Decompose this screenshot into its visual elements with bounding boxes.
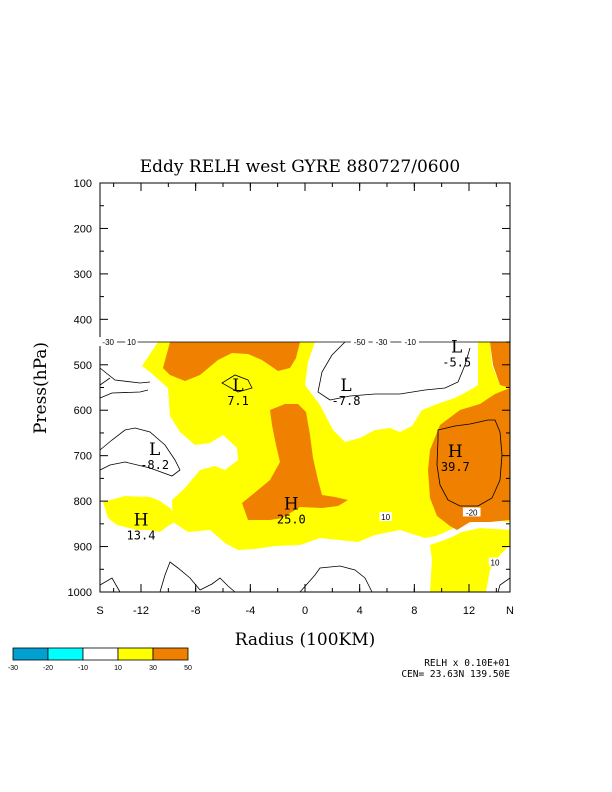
legend-label: -10 [78, 665, 88, 672]
contour-bottom-right [497, 577, 511, 593]
contour-white-lobe [221, 374, 253, 393]
extremum-type: L [232, 376, 243, 396]
footer-line2: CEN= 23.63N 139.50E [401, 669, 510, 680]
contour-label-bg [350, 337, 369, 347]
fill-orange-right [428, 388, 510, 530]
extremum-value: 13.4 [127, 528, 156, 542]
filled-contours [103, 342, 510, 592]
contour-label: -10 [404, 338, 416, 347]
contour-label: -20 [466, 508, 478, 517]
y-tick-label: 600 [74, 405, 92, 417]
extremum-value: -7.8 [332, 394, 361, 408]
y-axis-title: Press(hPa) [31, 342, 51, 434]
extremum-value: -8.2 [140, 458, 169, 472]
extremum-type: H [134, 510, 149, 530]
x-tick-label: 12 [463, 605, 475, 617]
contour-label: -50 [354, 338, 366, 347]
extremum-value: -5.5 [442, 356, 471, 370]
fill-yellow-lower-right [430, 528, 510, 592]
legend-label: 50 [184, 665, 192, 672]
contour-label-bg [462, 507, 481, 517]
y-tick-label: 500 [74, 360, 92, 372]
contour-label: -30 [376, 338, 388, 347]
fill-orange-top [163, 342, 300, 381]
fill-yellow-main [142, 342, 510, 550]
x-tick-label: 0 [302, 605, 308, 617]
y-tick-label: 400 [74, 314, 92, 326]
extremum-type: H [448, 442, 463, 462]
contour-label-bg [401, 337, 420, 347]
contour-label: 10 [127, 338, 136, 347]
extremum-type: L [340, 376, 351, 396]
contour-label-bg [372, 337, 391, 347]
contour-left-wedge [99, 377, 111, 386]
x-tick-label: S [96, 605, 103, 617]
contour-left-lower [99, 389, 149, 399]
extremum-value: 25.0 [277, 512, 306, 526]
extremum-value: 39.7 [441, 460, 470, 474]
contour-label-bg [488, 557, 502, 567]
contour-bottom-left [99, 561, 236, 593]
fill-orange-center [242, 404, 348, 520]
legend-label: -30 [8, 665, 18, 672]
contour-bottom-center [299, 565, 373, 593]
y-tick-label: 300 [74, 269, 92, 281]
y-tick-label: 800 [74, 496, 92, 508]
contour-labels: -30 10 -50 -30 -10 10 -20 10 [99, 337, 502, 567]
x-axis-title: Radius (100KM) [235, 630, 376, 650]
legend-swatch [12, 647, 49, 661]
contour-label: -30 [102, 338, 114, 347]
y-tick-label: 100 [74, 178, 92, 190]
x-tick-label: -8 [191, 605, 201, 617]
legend-swatch [152, 647, 189, 661]
x-tick-label: 4 [357, 605, 363, 617]
fill-yellow-lower-left [103, 496, 178, 532]
extremum-type: L [451, 338, 462, 358]
legend-swatch [47, 647, 84, 661]
contour-H397 [436, 419, 503, 507]
legend-colorbar: -30 -20 -10 10 30 50 [8, 647, 192, 672]
x-tick-label: -12 [133, 605, 149, 617]
fill-orange-top-right [490, 342, 510, 388]
contour-label-bg [99, 337, 117, 347]
x-tick-label: 8 [411, 605, 417, 617]
contour-L78-b [329, 347, 471, 401]
contour-label-bg [125, 337, 138, 347]
contour-L78-a [317, 341, 346, 401]
legend-label: -20 [43, 665, 53, 672]
y-tick-label: 200 [74, 223, 92, 235]
contour-lines [99, 341, 511, 593]
legend-label: 30 [149, 665, 157, 672]
extremum-value: 7.1 [227, 394, 249, 408]
x-axis: S -12 -8 -4 0 4 8 12 N [96, 183, 514, 617]
footer-line1: RELH x 0.10E+01 [424, 658, 510, 669]
contour-label: 10 [491, 558, 500, 567]
contour-label-bg [379, 512, 392, 522]
extremum-type: H [284, 494, 299, 514]
y-tick-label: 900 [74, 542, 92, 554]
y-tick-label: 700 [74, 451, 92, 463]
extremum-type: L [149, 440, 160, 460]
x-tick-label: -4 [245, 605, 255, 617]
legend-swatch [82, 647, 119, 661]
contour-left-upper [99, 367, 151, 384]
contour-L82 [99, 427, 181, 477]
x-tick-label: N [506, 605, 514, 617]
contour-label: 10 [381, 513, 390, 522]
legend-swatch [117, 647, 154, 661]
legend-label: 10 [114, 665, 122, 672]
chart-title: Eddy RELH west GYRE 880727/0600 [140, 157, 461, 177]
y-axis: 100 200 300 400 500 600 700 800 900 1000 [68, 178, 510, 599]
y-tick-label: 1000 [68, 587, 92, 599]
